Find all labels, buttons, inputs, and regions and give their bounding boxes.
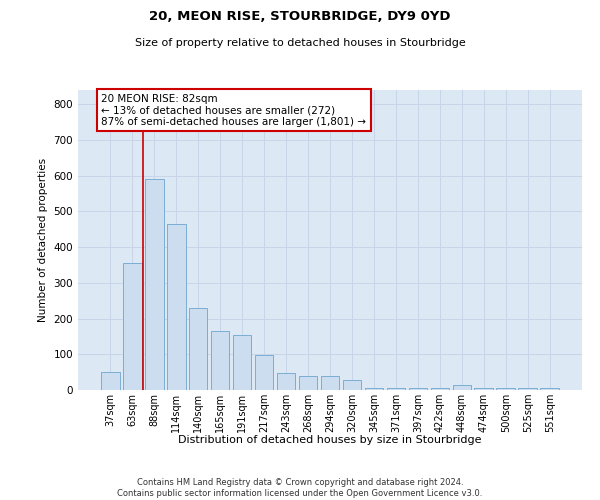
Text: 20, MEON RISE, STOURBRIDGE, DY9 0YD: 20, MEON RISE, STOURBRIDGE, DY9 0YD — [149, 10, 451, 23]
Text: Size of property relative to detached houses in Stourbridge: Size of property relative to detached ho… — [134, 38, 466, 48]
Bar — [475, 388, 493, 390]
Text: Distribution of detached houses by size in Stourbridge: Distribution of detached houses by size … — [178, 435, 482, 445]
Bar — [299, 376, 317, 390]
Bar — [541, 388, 559, 390]
Bar — [189, 308, 208, 390]
Bar — [343, 380, 361, 390]
Bar — [431, 388, 449, 390]
Bar — [211, 331, 229, 390]
Bar — [101, 372, 119, 390]
Bar — [518, 388, 537, 390]
Y-axis label: Number of detached properties: Number of detached properties — [38, 158, 48, 322]
Bar — [320, 376, 340, 390]
Bar — [365, 388, 383, 390]
Bar — [496, 388, 515, 390]
Bar — [386, 388, 405, 390]
Bar — [167, 224, 185, 390]
Bar — [255, 356, 274, 390]
Text: Contains HM Land Registry data © Crown copyright and database right 2024.
Contai: Contains HM Land Registry data © Crown c… — [118, 478, 482, 498]
Bar — [123, 263, 142, 390]
Text: 20 MEON RISE: 82sqm
← 13% of detached houses are smaller (272)
87% of semi-detac: 20 MEON RISE: 82sqm ← 13% of detached ho… — [101, 94, 367, 127]
Bar — [409, 388, 427, 390]
Bar — [277, 373, 295, 390]
Bar — [233, 334, 251, 390]
Bar — [452, 385, 471, 390]
Bar — [145, 180, 164, 390]
